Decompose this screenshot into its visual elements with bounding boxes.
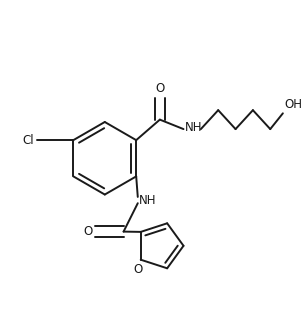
Text: Cl: Cl [22, 134, 34, 147]
Text: NH: NH [139, 194, 157, 207]
Text: O: O [133, 263, 142, 276]
Text: NH: NH [185, 121, 203, 134]
Text: O: O [155, 82, 164, 95]
Text: OH: OH [285, 98, 303, 111]
Text: O: O [84, 225, 93, 238]
